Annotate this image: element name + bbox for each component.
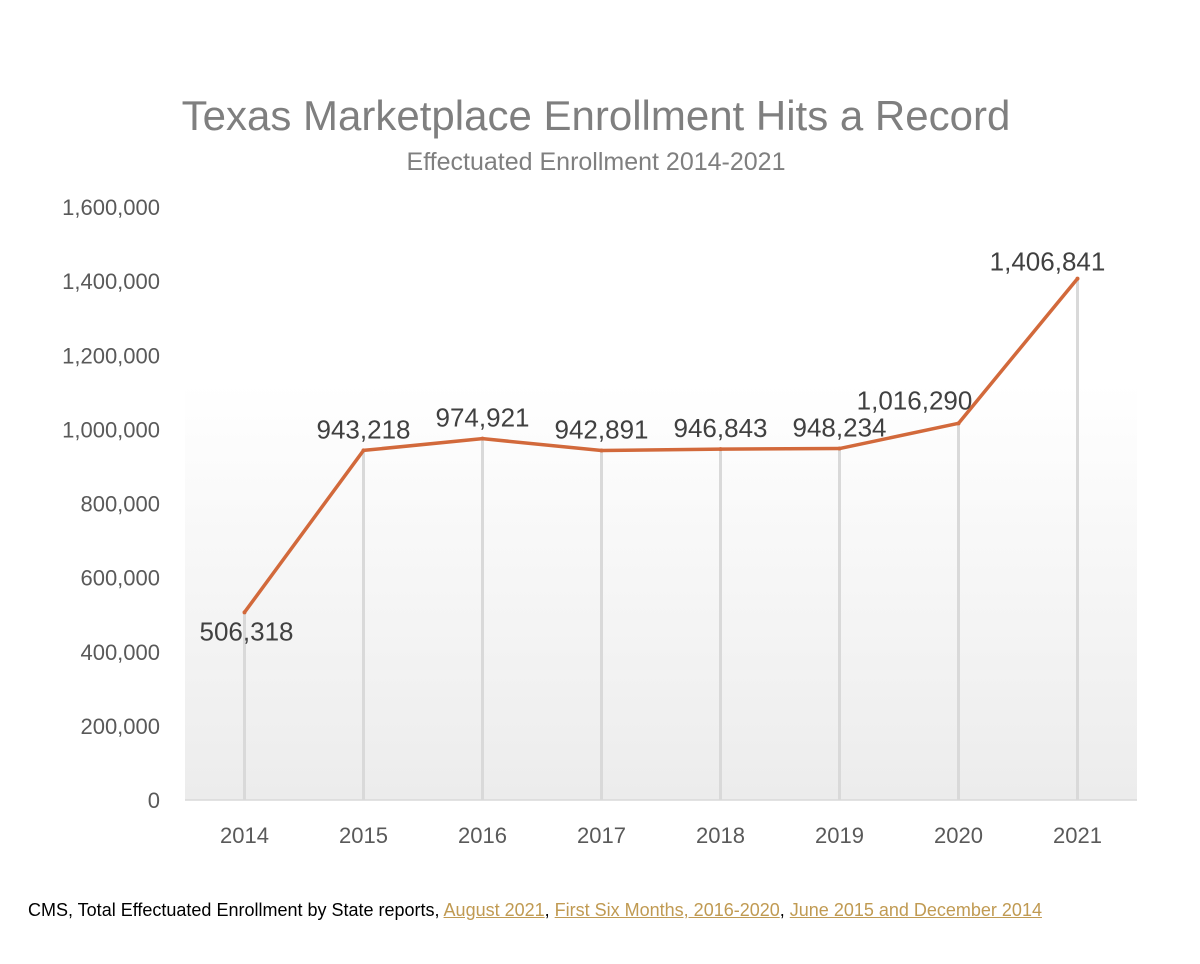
source-link-first-six-months[interactable]: First Six Months, 2016-2020 (554, 900, 780, 920)
data-label: 942,891 (555, 415, 649, 445)
chart-title: Texas Marketplace Enrollment Hits a Reco… (182, 92, 1011, 139)
data-labels: 506,318 943,218 974,921 942,891 946,843 948,2… (200, 247, 1106, 647)
data-point (361, 448, 366, 453)
y-axis: 0 200,000 400,000 600,000 800,000 1,000,000 1,… (62, 195, 160, 813)
x-tick-label: 2015 (339, 823, 388, 848)
x-tick-label: 2014 (220, 823, 269, 848)
data-label: 946,843 (674, 413, 768, 443)
data-label: 948,234 (793, 413, 887, 443)
data-point (956, 421, 961, 426)
source-link-june-december[interactable]: June 2015 and December 2014 (789, 900, 1042, 920)
data-point (837, 446, 842, 451)
series-line (243, 277, 1079, 614)
y-tick-label: 1,200,000 (62, 343, 160, 368)
x-tick-label: 2020 (934, 823, 983, 848)
series-enrollment (242, 276, 1080, 615)
source-separator: , (779, 900, 790, 920)
data-point (480, 436, 485, 441)
x-tick-label: 2018 (696, 823, 745, 848)
x-tick-label: 2019 (815, 823, 864, 848)
data-label: 1,016,290 (857, 385, 973, 415)
data-point (718, 447, 723, 452)
x-tick-label: 2016 (458, 823, 507, 848)
source-link-august-2021[interactable]: August 2021 (443, 900, 545, 920)
x-tick-label: 2021 (1053, 823, 1102, 848)
data-label: 974,921 (436, 403, 530, 433)
data-label: 506,318 (200, 616, 294, 646)
x-tick-label: 2017 (577, 823, 626, 848)
y-tick-label: 1,000,000 (62, 417, 160, 442)
y-tick-label: 400,000 (80, 640, 160, 665)
data-point (1075, 276, 1080, 281)
chart-subtitle: Effectuated Enrollment 2014-2021 (407, 148, 786, 176)
y-tick-label: 200,000 (80, 714, 160, 739)
y-tick-label: 1,400,000 (62, 269, 160, 294)
x-axis: 2014 2015 2016 2017 2018 2019 2020 2021 (220, 823, 1102, 848)
data-point (242, 610, 247, 615)
data-label: 943,218 (317, 414, 411, 444)
y-tick-label: 1,600,000 (62, 195, 160, 220)
plot-area-background (185, 205, 1137, 800)
drop-lines (243, 278, 1079, 800)
y-tick-label: 800,000 (80, 492, 160, 517)
y-tick-label: 0 (148, 788, 160, 813)
source-separator: , (544, 900, 555, 920)
data-point (599, 448, 604, 453)
data-label: 1,406,841 (990, 247, 1106, 277)
y-tick-label: 600,000 (80, 566, 160, 591)
source-note: CMS, Total Effectuated Enrollment by Sta… (28, 900, 1042, 921)
source-prefix: CMS, Total Effectuated Enrollment by Sta… (28, 900, 444, 920)
